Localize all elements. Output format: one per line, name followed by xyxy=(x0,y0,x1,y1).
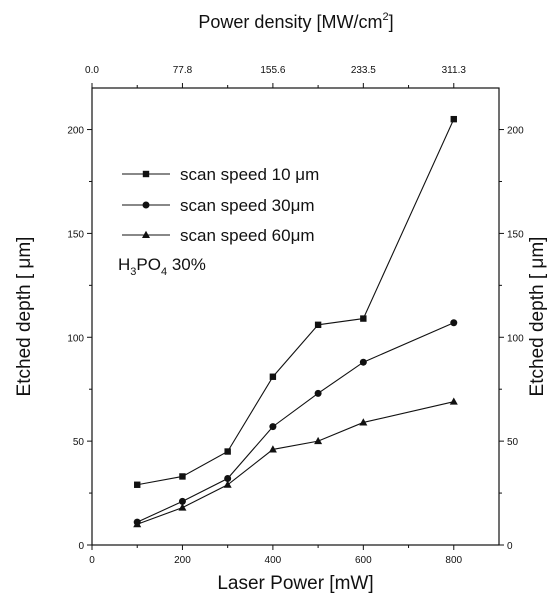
y-tick-label: 200 xyxy=(67,126,84,137)
y-tick-label: 150 xyxy=(67,229,84,240)
annotation-part: H xyxy=(118,255,130,274)
plot-frame xyxy=(91,87,500,546)
x-tick-label: 800 xyxy=(445,555,462,566)
data-point xyxy=(314,321,322,329)
top-tick-label: 233.5 xyxy=(351,65,376,76)
legend: scan speed 10 μm scan speed 30μm scan spee… xyxy=(118,165,319,278)
data-point xyxy=(178,503,187,511)
series-line xyxy=(136,322,454,523)
legend-label: scan speed 60μm xyxy=(180,226,315,245)
top-tick-label: 311.3 xyxy=(442,65,467,76)
y-right-tick-label: 100 xyxy=(507,333,524,344)
y-right-tick-label: 150 xyxy=(507,229,524,240)
data-point xyxy=(314,436,323,445)
y-tick-label: 100 xyxy=(67,333,84,344)
x-tick-label: 0 xyxy=(89,555,95,566)
data-point xyxy=(449,397,458,405)
axis-titles-group: Laser Power [mW] Power density [MW/cm2] Et… xyxy=(14,11,548,594)
data-point xyxy=(269,373,277,380)
series-triangle xyxy=(133,397,458,528)
data-point xyxy=(224,475,232,483)
series-circle xyxy=(133,319,458,526)
y-axis-title: Etched depth [ μm] xyxy=(14,237,35,397)
data-point xyxy=(268,445,277,453)
annotation-part: 4 xyxy=(161,266,167,278)
data-point xyxy=(450,115,457,123)
legend-marker xyxy=(142,170,150,178)
data-point xyxy=(359,358,367,366)
plot-frame-group xyxy=(91,87,500,546)
data-point xyxy=(178,497,186,505)
x-tick-label: 600 xyxy=(355,555,372,566)
annotation-part: 30% xyxy=(167,255,206,274)
data-point xyxy=(269,423,277,431)
data-point xyxy=(223,480,232,488)
x-tick-label: 200 xyxy=(174,555,191,566)
top-tick-label: 155.6 xyxy=(260,65,285,76)
x-tick-label: 400 xyxy=(265,555,282,566)
top-axis-title-part: Power density [MW/cm xyxy=(198,12,382,32)
y-right-tick-label: 200 xyxy=(507,126,524,137)
annotation-part: PO xyxy=(136,255,161,274)
y-right-tick-label: 0 xyxy=(507,541,513,552)
top-tick-label: 77.8 xyxy=(173,65,193,76)
y-tick-label: 50 xyxy=(73,437,85,448)
legend-label: scan speed 30μm xyxy=(180,196,315,215)
data-point xyxy=(360,315,367,322)
data-point xyxy=(314,389,322,397)
data-point xyxy=(134,481,141,488)
annotation-text: H3PO4 30% xyxy=(118,255,206,278)
legend-marker xyxy=(142,230,150,238)
series-line xyxy=(137,401,454,525)
top-axis-title-part: ] xyxy=(389,12,394,32)
top-axis-title-part: 2 xyxy=(382,11,388,23)
series-square xyxy=(134,115,457,488)
x-axis-title: Laser Power [mW] xyxy=(217,573,373,594)
series-group xyxy=(133,115,458,528)
top-axis-title: Power density [MW/cm2] xyxy=(198,11,393,32)
top-tick-label: 0.0 xyxy=(85,65,99,76)
data-point xyxy=(450,319,458,327)
legend-label: scan speed 10 μm xyxy=(180,165,319,184)
legend-marker xyxy=(142,201,150,209)
y-right-tick-label: 50 xyxy=(507,437,519,448)
annotation-part: 3 xyxy=(130,266,136,278)
y-axis-title-right: Etched depth [ μm] xyxy=(527,237,548,397)
data-point xyxy=(359,418,368,426)
data-point xyxy=(133,520,142,528)
data-point xyxy=(224,448,231,455)
y-tick-label: 0 xyxy=(78,541,84,552)
data-point xyxy=(179,473,186,480)
